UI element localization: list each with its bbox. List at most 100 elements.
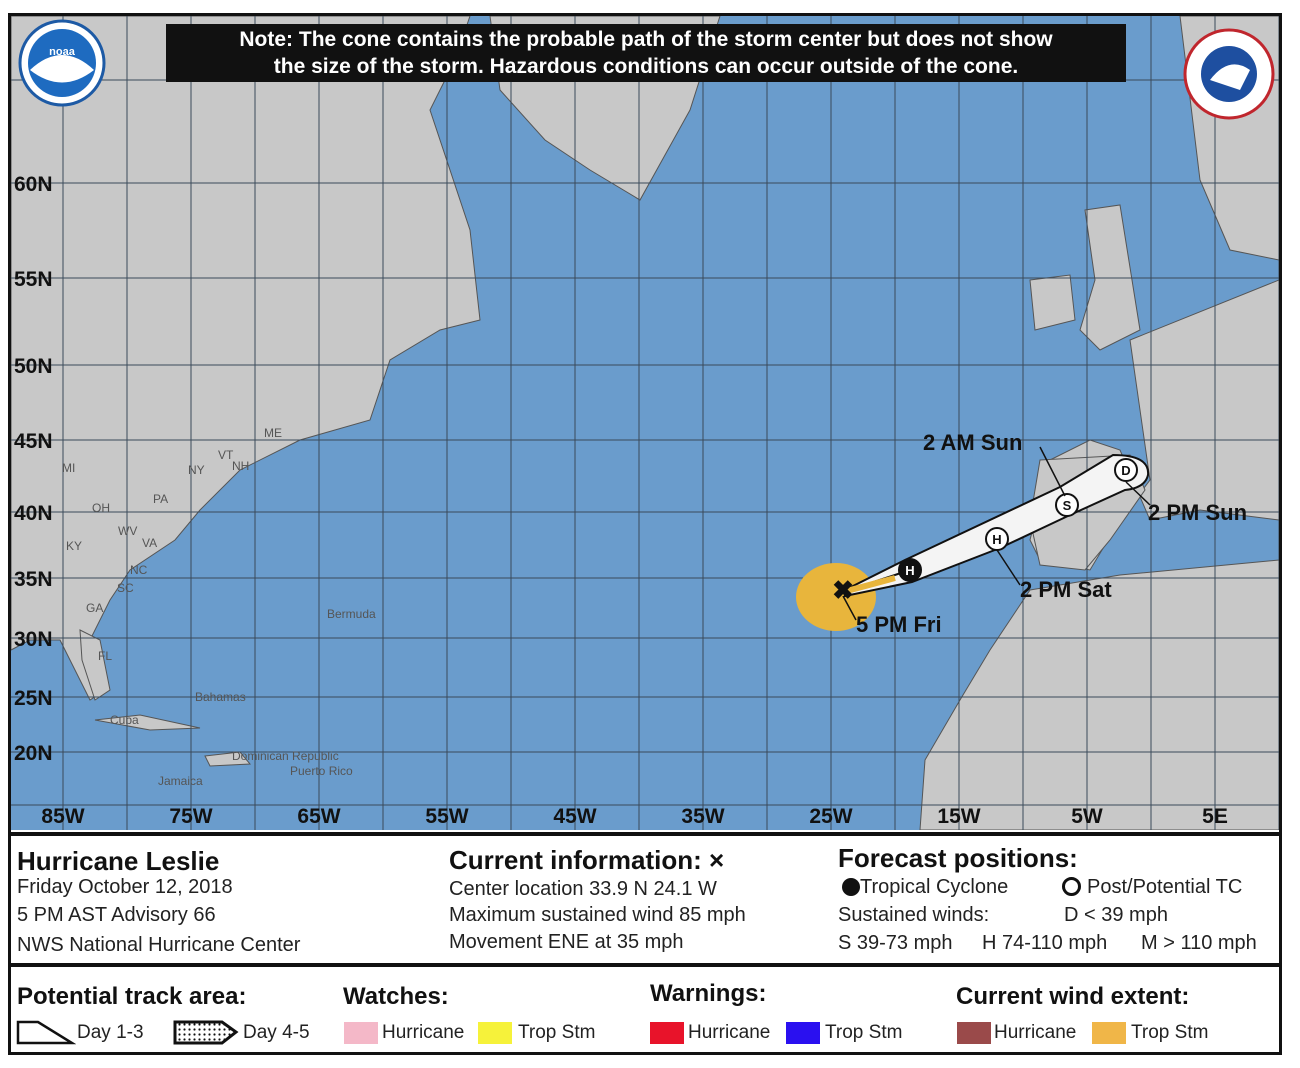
- warnings-title: Warnings:: [650, 980, 767, 1007]
- watch-tropstm-swatch: [478, 1022, 512, 1044]
- lat-label: 25N: [14, 687, 53, 710]
- place-label: Bahamas: [195, 690, 246, 704]
- tc-label: Tropical Cyclone: [860, 876, 1009, 898]
- wind-extent: [796, 563, 876, 631]
- place-label: ME: [264, 426, 282, 440]
- track-time-label: 5 PM Fri: [856, 612, 942, 637]
- land-north-america: [11, 16, 481, 701]
- lon-label: 35W: [681, 805, 724, 828]
- forecast-point-h-icon: [898, 558, 922, 582]
- place-label: PA: [153, 492, 168, 506]
- forecast-point-label: H: [992, 532, 1001, 547]
- wind-tropstm-swatch: [1092, 1022, 1126, 1044]
- note-line-2: the size of the storm. Hazardous conditi…: [273, 55, 1019, 78]
- land-cuba: [94, 714, 201, 731]
- lon-label: 45W: [553, 805, 596, 828]
- place-label: Dominican Republic: [232, 749, 339, 763]
- ptc-legend: Post/Potential TC: [1062, 876, 1242, 899]
- sustained-winds-label: Sustained winds:: [838, 904, 990, 926]
- place-label: OH: [92, 501, 110, 515]
- wind-d: D < 39 mph: [1064, 904, 1168, 926]
- place-label: Puerto Rico: [290, 764, 353, 778]
- wind-hurricane-label: Hurricane: [994, 1022, 1077, 1043]
- current-position-x-icon: ✖: [832, 575, 854, 605]
- place-label: Cuba: [110, 713, 139, 727]
- forecast-title: Forecast positions:: [838, 843, 1078, 873]
- warn-tropstm-label: Trop Stm: [825, 1022, 903, 1043]
- place-label: SC: [117, 581, 134, 595]
- place-label: GA: [86, 601, 103, 615]
- wind-h: H 74-110 mph: [982, 932, 1108, 954]
- lat-label: 55N: [14, 268, 53, 291]
- issuing-center: NWS National Hurricane Center: [17, 934, 301, 956]
- place-label: VT: [218, 448, 234, 462]
- note-line-1: Note: The cone contains the probable pat…: [239, 28, 1053, 51]
- nws-logo: [1183, 28, 1275, 120]
- watch-hurricane-label: Hurricane: [382, 1022, 465, 1043]
- lat-label: 45N: [14, 430, 53, 453]
- cone-day13-icon: [16, 1020, 76, 1045]
- filled-circle-icon: [842, 878, 860, 896]
- forecast-point-label: S: [1063, 498, 1072, 513]
- lon-label: 5W: [1071, 805, 1103, 828]
- place-label: VA: [142, 536, 157, 550]
- place-label: NY: [188, 463, 205, 477]
- place-label: Bermuda: [327, 607, 376, 621]
- track-area-title: Potential track area:: [17, 983, 247, 1010]
- lat-label: 30N: [14, 628, 53, 651]
- wind-hurricane-swatch: [957, 1022, 991, 1044]
- wind-s: S 39-73 mph: [838, 932, 953, 954]
- day13-label: Day 1-3: [77, 1022, 144, 1043]
- track-leaders: [842, 446, 1151, 621]
- wind-extent-title: Current wind extent:: [956, 983, 1190, 1010]
- track-labels: 5 PM Fri 2 PM Sat 2 AM Sun 2 PM Sun: [856, 430, 1247, 637]
- ptc-label: Post/Potential TC: [1087, 876, 1243, 898]
- watch-tropstm-label: Trop Stm: [518, 1022, 596, 1043]
- lon-label: 75W: [169, 805, 212, 828]
- storm-name: Hurricane Leslie: [17, 846, 220, 876]
- wind-m: M > 110 mph: [1141, 932, 1257, 954]
- movement: Movement ENE at 35 mph: [449, 931, 684, 953]
- warn-hurricane-label: Hurricane: [688, 1022, 771, 1043]
- place-label: MI: [62, 461, 75, 475]
- lat-label: 60N: [14, 173, 53, 196]
- lat-label: 40N: [14, 502, 53, 525]
- lon-label: 65W: [297, 805, 340, 828]
- forecast-point-label: H: [905, 563, 914, 578]
- noaa-logo: noaa: [18, 19, 106, 107]
- wind-tropstm-label: Trop Stm: [1131, 1022, 1209, 1043]
- max-wind: Maximum sustained wind 85 mph: [449, 904, 746, 926]
- advisory: 5 PM AST Advisory 66: [17, 904, 216, 926]
- cone-day45-icon: [173, 1020, 239, 1045]
- track-time-label: 2 AM Sun: [923, 430, 1022, 455]
- warn-hurricane-swatch: [650, 1022, 684, 1044]
- place-label: NC: [130, 563, 148, 577]
- watches-title: Watches:: [343, 983, 449, 1010]
- center-location: Center location 33.9 N 24.1 W: [449, 878, 717, 900]
- open-circle-icon: [1062, 877, 1081, 896]
- forecast-point-d-icon: [1114, 458, 1138, 482]
- lon-label: 85W: [41, 805, 84, 828]
- forecast-point-label: D: [1121, 463, 1130, 478]
- storm-date: Friday October 12, 2018: [17, 876, 233, 898]
- lat-label: 20N: [14, 742, 53, 765]
- lat-label: 35N: [14, 568, 53, 591]
- x-icon: ×: [709, 845, 725, 875]
- place-label: KY: [66, 539, 82, 553]
- grid-lines: [11, 16, 1279, 830]
- land-hispaniola: [204, 751, 252, 767]
- info-panel: [8, 832, 1282, 967]
- warn-tropstm-swatch: [786, 1022, 820, 1044]
- place-label: Jamaica: [158, 774, 203, 788]
- axis-labels: 60N 55N 50N 45N 40N 35N 30N 25N 20N 85W 75W 65W 55W 4…: [14, 173, 1228, 828]
- place-label: NH: [232, 459, 249, 473]
- land-ireland: [1029, 274, 1076, 331]
- cone-disclaimer: Note: The cone contains the probable pat…: [166, 24, 1126, 82]
- place-label: WV: [118, 524, 137, 538]
- current-title-text: Current information:: [449, 845, 702, 875]
- lon-label: 55W: [425, 805, 468, 828]
- lon-label: 5E: [1202, 805, 1228, 828]
- land-africa: [919, 559, 1279, 830]
